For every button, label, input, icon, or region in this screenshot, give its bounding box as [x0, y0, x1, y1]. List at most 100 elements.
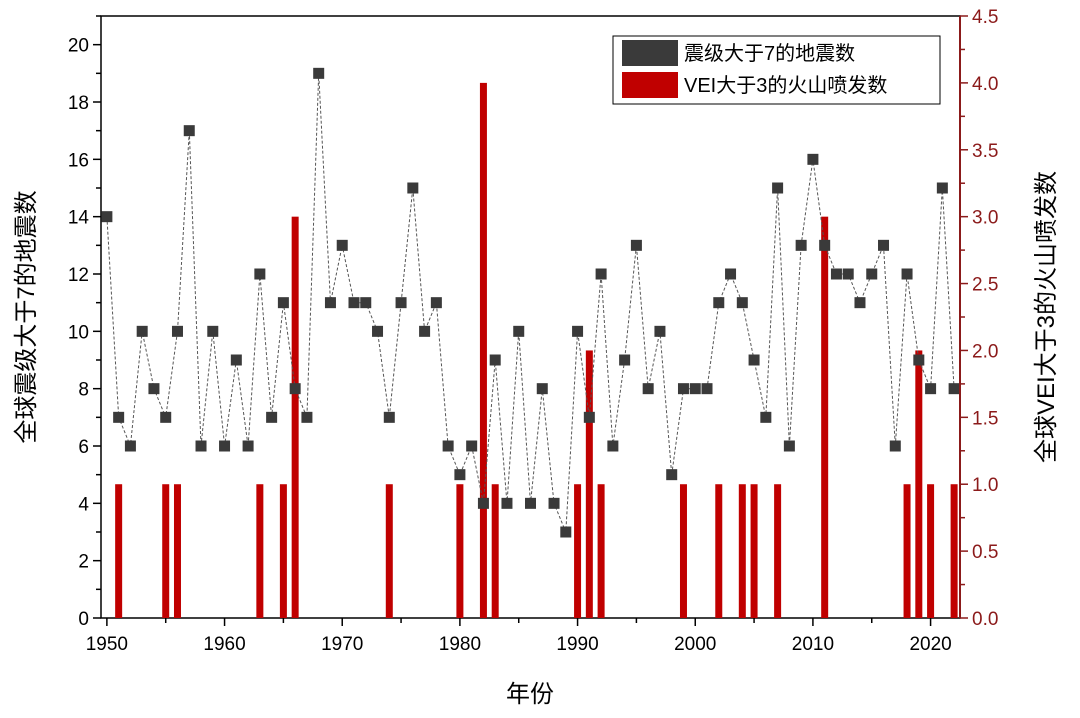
x-axis: 1950 1960 1970 1980 1990 2000 2010 2020 [86, 618, 952, 655]
volcano-bar [679, 484, 687, 618]
y-axis-left-title: 全球震级大于7的地震数 [13, 190, 40, 443]
earthquake-point [677, 383, 689, 395]
earthquake-point [113, 411, 125, 423]
earthquake-point [160, 411, 172, 423]
y-left-tick-label: 6 [78, 437, 89, 458]
earthquake-point [713, 297, 725, 309]
x-tick-label: 2000 [674, 634, 716, 655]
volcano-bar [456, 484, 464, 618]
volcano-bar [774, 484, 782, 618]
earthquake-point [430, 297, 442, 309]
volcano-bar [256, 484, 264, 618]
earthquake-point [572, 325, 584, 337]
earthquake-point [878, 239, 890, 251]
earthquake-point [901, 268, 913, 280]
earthquake-point [525, 497, 536, 509]
earthquake-point [477, 497, 489, 509]
earthquake-point [948, 383, 960, 395]
earthquake-point [889, 440, 901, 452]
y-right-tick-label: 3.0 [972, 208, 998, 229]
x-tick-label: 1990 [556, 634, 598, 655]
volcano-bar [479, 82, 487, 618]
plot-frame [100, 15, 961, 619]
volcano-bar [915, 350, 923, 618]
legend: 震级大于7的地震数 VEI大于3的火山喷发数 [612, 35, 941, 105]
earthquake-point [842, 268, 854, 280]
earthquake-point [277, 297, 289, 309]
y-left-tick-label: 12 [68, 265, 89, 286]
earthquake-point [383, 411, 395, 423]
volcano-bar [750, 484, 758, 618]
volcano-bar [903, 484, 911, 618]
earthquake-point [795, 239, 807, 251]
y-left-tick-label: 16 [68, 150, 89, 171]
legend-label-earthquake: 震级大于7的地震数 [684, 42, 855, 65]
earthquake-point [489, 354, 501, 366]
y-right-tick-label: 1.5 [972, 408, 998, 429]
earthquake-point [372, 325, 384, 337]
earthquake-point [219, 440, 231, 452]
y-left-tick-label: 4 [78, 494, 89, 515]
volcano-bar [585, 350, 593, 618]
earthquake-point [925, 383, 937, 395]
earthquake-point [336, 239, 348, 251]
earthquake-point [548, 497, 560, 509]
earthquake-point [772, 182, 784, 194]
earthquake-point [725, 268, 737, 280]
volcano-bar [291, 216, 299, 618]
volcano-bar [738, 484, 746, 618]
y-left-tick-label: 20 [68, 36, 89, 57]
earthquake-point [819, 239, 831, 251]
x-tick-label: 1950 [86, 634, 128, 655]
earthquake-point [501, 497, 513, 509]
earthquake-point [419, 325, 431, 337]
earthquake-point [513, 325, 525, 337]
y-left-tick-label: 14 [68, 208, 90, 229]
volcano-bar [173, 484, 181, 618]
earthquake-point [736, 297, 748, 309]
y-right-tick-label: 4.0 [972, 74, 998, 95]
y-axis-right: 0.0 0.5 1.0 1.5 2.0 2.5 3.0 3.5 4.0 4.5 [959, 7, 998, 630]
earthquake-point [242, 440, 254, 452]
earthquake-point [207, 325, 219, 337]
earthquake-point [171, 325, 183, 337]
y-right-tick-label: 0.0 [972, 609, 998, 630]
earthquake-point [395, 297, 407, 309]
plot-area [100, 15, 961, 619]
y-right-tick-label: 2.0 [972, 341, 998, 362]
volcano-bar [715, 484, 723, 618]
earthquake-point [807, 153, 819, 165]
earthquake-point [913, 354, 925, 366]
earthquake-point [124, 440, 136, 452]
earthquake-point [136, 325, 148, 337]
earthquake-point [254, 268, 266, 280]
earthquake-point [230, 354, 242, 366]
earthquake-point [866, 268, 878, 280]
earthquake-point [348, 297, 360, 309]
legend-label-volcano: VEI大于3的火山喷发数 [684, 74, 887, 97]
x-tick-label: 2010 [792, 634, 834, 655]
earthquake-points [101, 67, 960, 538]
earthquake-point [936, 182, 948, 194]
y-left-tick-label: 0 [78, 609, 89, 630]
y-right-tick-label: 2.5 [972, 275, 998, 296]
volcano-bar [950, 484, 958, 618]
earthquake-point [595, 268, 607, 280]
volcano-bar [597, 484, 605, 618]
y-right-tick-label: 1.0 [972, 475, 998, 496]
y-left-tick-label: 18 [68, 93, 89, 114]
earthquake-point [701, 383, 713, 395]
earthquake-point [783, 440, 795, 452]
earthquake-point [748, 354, 760, 366]
earthquake-point [654, 325, 666, 337]
y-right-tick-label: 4.5 [972, 7, 998, 28]
earthquake-point [619, 354, 631, 366]
earthquake-point [760, 411, 772, 423]
x-tick-label: 2020 [909, 634, 951, 655]
volcano-bar [821, 216, 829, 618]
volcano-bar [279, 484, 287, 618]
earthquake-point [630, 239, 642, 251]
earthquake-point [536, 383, 548, 395]
y-axis-right-title: 全球VEI大于3的火山喷发数 [1033, 171, 1060, 463]
earthquake-point [360, 297, 372, 309]
